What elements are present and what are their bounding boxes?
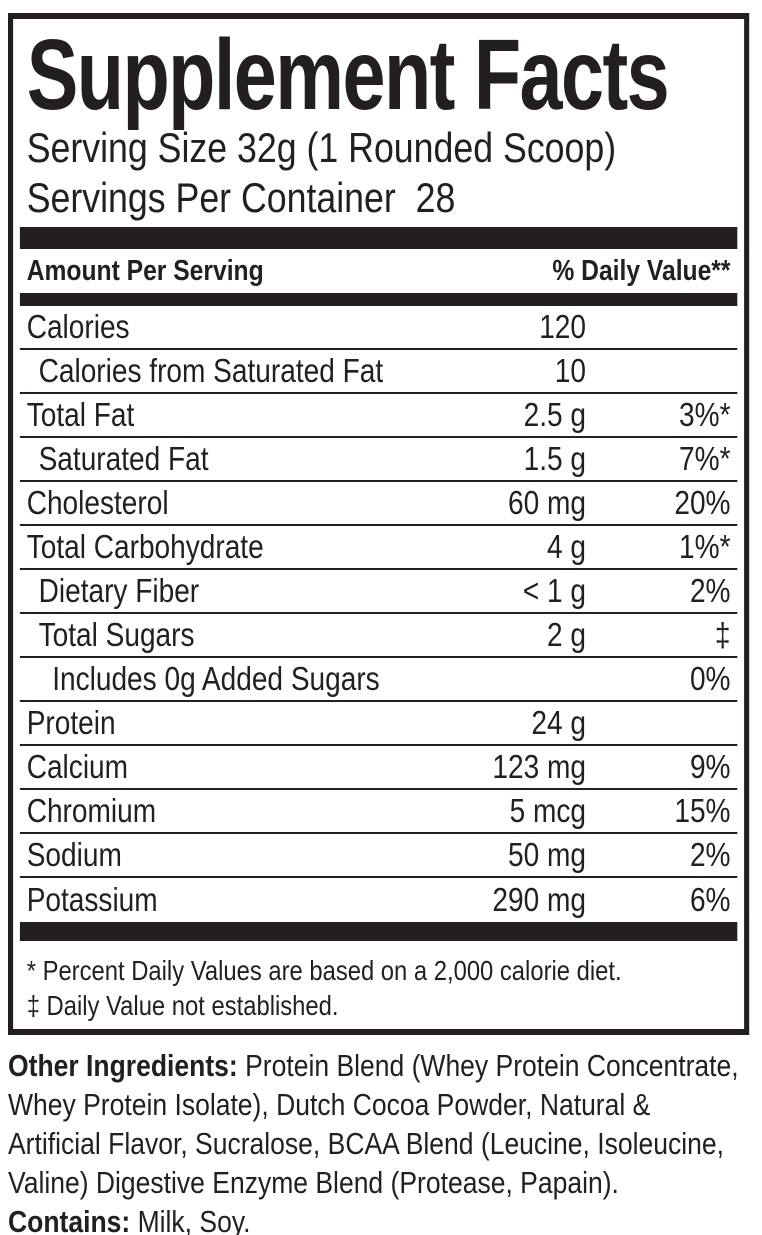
nutrient-name: Cholesterol: [26, 484, 169, 521]
nutrient-name: Calories from Saturated Fat: [38, 352, 384, 389]
table-row: Dietary Fiber < 1 g 2%: [19, 570, 738, 614]
daily-value-header: % Daily Value**: [552, 254, 731, 287]
other-ingredients-paragraph: Other Ingredients: Protein Blend (Whey P…: [8, 1046, 748, 1202]
nutrient-amount: 290 mg: [492, 881, 586, 918]
table-row: Sodium 50 mg 2%: [19, 834, 738, 878]
header-divider-bar: [19, 293, 738, 306]
contains-label: Contains:: [8, 1204, 131, 1235]
nutrient-name: Sodium: [26, 836, 122, 873]
nutrient-amount: 60 mg: [508, 484, 586, 521]
nutrient-name: Includes 0g Added Sugars: [52, 660, 380, 697]
other-ingredients-label: Other Ingredients:: [8, 1048, 238, 1083]
nutrient-dv: 2%: [689, 572, 731, 609]
footnotes: * Percent Daily Values are based on a 2,…: [20, 953, 737, 1023]
nutrient-dv: 9%: [689, 748, 731, 785]
nutrient-amount: 2.5 g: [523, 396, 586, 433]
nutrient-name: Calcium: [26, 748, 129, 785]
nutrient-dv: 7%*: [679, 440, 731, 477]
nutrient-amount: 10: [554, 352, 586, 389]
table-row: Total Sugars 2 g ‡: [19, 614, 738, 658]
column-header-row: Amount Per Serving % Daily Value**: [20, 249, 737, 293]
nutrient-dv: 20%: [674, 484, 731, 521]
bottom-divider-bar: [19, 922, 738, 941]
ingredients-section: Other Ingredients: Protein Blend (Whey P…: [8, 1046, 748, 1235]
nutrient-dv: 15%: [674, 792, 731, 829]
nutrient-name: Protein: [26, 704, 116, 741]
nutrient-amount: 1.5 g: [523, 440, 586, 477]
nutrient-dv: 0%: [689, 660, 731, 697]
nutrient-table: Calories 120 Calories from Saturated Fat 10…: [19, 306, 738, 922]
contains-text: Milk, Soy.: [130, 1204, 251, 1235]
nutrient-dv: 1%*: [679, 528, 731, 565]
table-row: Chromium 5 mcg 15%: [19, 790, 738, 834]
supplement-facts-panel: Supplement Facts Serving Size 32g (1 Rou…: [8, 13, 750, 1035]
table-row: Calories from Saturated Fat 10: [19, 350, 738, 394]
nutrient-dv: 3%*: [679, 396, 731, 433]
top-divider-bar: [19, 227, 738, 249]
nutrient-name: Total Carbohydrate: [26, 528, 264, 565]
nutrient-amount: 123 mg: [492, 748, 586, 785]
nutrient-amount: 2 g: [547, 616, 586, 653]
nutrient-name: Dietary Fiber: [38, 572, 200, 609]
table-row: Potassium 290 mg 6%: [20, 878, 737, 922]
table-row: Includes 0g Added Sugars 0%: [19, 658, 738, 702]
footnote-dagger: ‡ Daily Value not established.: [26, 990, 339, 1021]
nutrient-dv: 2%: [689, 836, 731, 873]
nutrient-name: Saturated Fat: [38, 440, 209, 477]
table-row: Protein 24 g: [19, 702, 738, 746]
table-row: Saturated Fat 1.5 g 7%*: [19, 438, 738, 482]
serving-size-line: Serving Size 32g (1 Rounded Scoop): [26, 124, 617, 171]
table-row: Total Carbohydrate 4 g 1%*: [19, 526, 738, 570]
label-title: Supplement Facts: [20, 19, 737, 131]
nutrient-amount: < 1 g: [522, 572, 586, 609]
nutrient-amount: 24 g: [531, 704, 586, 741]
nutrient-name: Total Fat: [26, 396, 135, 433]
nutrient-name: Total Sugars: [38, 616, 195, 653]
nutrient-amount: 50 mg: [508, 836, 586, 873]
nutrient-dv: ‡: [714, 616, 731, 653]
nutrient-name: Potassium: [26, 881, 158, 918]
table-row: Calories 120: [19, 306, 738, 350]
nutrient-dv: 6%: [689, 881, 731, 918]
contains-paragraph: Contains: Milk, Soy.: [8, 1202, 748, 1235]
table-row: Calcium 123 mg 9%: [19, 746, 738, 790]
nutrient-amount: 120: [539, 308, 586, 345]
servings-per-container-line: Servings Per Container 28: [26, 174, 456, 221]
nutrient-name: Chromium: [26, 792, 157, 829]
amount-per-serving-header: Amount Per Serving: [26, 254, 264, 287]
nutrient-amount: 4 g: [547, 528, 586, 565]
label-title-text: Supplement Facts: [26, 19, 670, 131]
other-ingredients-text: Protein Blend (Whey Protein Concentrate,…: [8, 1048, 739, 1200]
nutrient-amount: 5 mcg: [509, 792, 586, 829]
table-row: Cholesterol 60 mg 20%: [19, 482, 738, 526]
table-row: Total Fat 2.5 g 3%*: [19, 394, 738, 438]
nutrient-name: Calories: [26, 308, 130, 345]
footnote-daily-values: * Percent Daily Values are based on a 2,…: [26, 955, 622, 986]
